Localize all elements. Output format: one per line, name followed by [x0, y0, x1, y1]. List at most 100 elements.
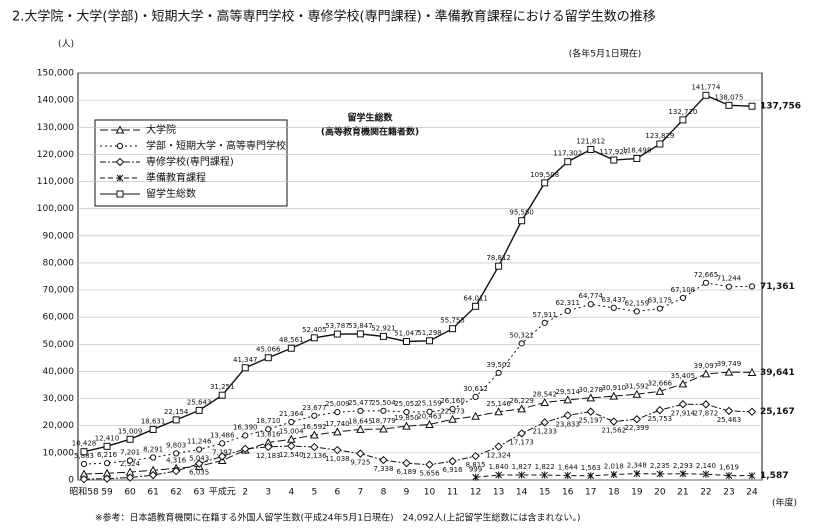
data-label: 1,840 — [489, 463, 509, 471]
data-label: 7,201 — [120, 448, 140, 456]
data-label: 18,631 — [141, 417, 166, 425]
data-label: 55,755 — [440, 317, 465, 325]
data-label: 26,160 — [440, 397, 465, 405]
data-point — [701, 400, 711, 409]
data-label: 117,302 — [553, 150, 582, 158]
data-point — [126, 457, 134, 464]
x-tick-label: 20 — [654, 488, 666, 498]
data-label: 4,316 — [166, 456, 187, 464]
data-point — [702, 279, 710, 286]
data-label: 30,278 — [579, 386, 604, 394]
data-label: 6,035 — [189, 469, 209, 477]
data-label: 21,233 — [532, 427, 557, 435]
data-point — [449, 405, 456, 413]
data-point — [402, 459, 411, 468]
data-point — [563, 411, 572, 420]
subtitle: (各年5月1日現在) — [569, 48, 641, 60]
data-label: 71,361 — [760, 282, 795, 292]
data-point — [563, 395, 573, 404]
data-label: 2,140 — [696, 462, 716, 470]
x-tick-label: 59 — [101, 488, 113, 498]
data-point — [472, 393, 479, 401]
x-tick-label: 6 — [335, 488, 341, 498]
x-tick-label: 24 — [746, 488, 758, 498]
y-tick-label: 140,000 — [37, 96, 74, 106]
data-point — [125, 473, 135, 482]
data-point — [80, 448, 88, 456]
x-tick-label: 9 — [404, 488, 410, 498]
data-label: 53,787 — [325, 322, 350, 330]
data-point — [219, 440, 226, 447]
data-label: 31,592 — [625, 382, 650, 390]
data-label: 51,298 — [417, 329, 442, 337]
data-label: 2,293 — [673, 462, 693, 470]
data-point — [656, 140, 664, 148]
y-tick-label: 20,000 — [43, 421, 75, 431]
x-tick-label: 60 — [124, 488, 136, 498]
data-point — [310, 334, 318, 342]
legend-marker — [116, 190, 124, 198]
x-tick-label: 18 — [608, 488, 620, 498]
legend-label: 専修学校(専門課程) — [146, 155, 234, 168]
data-label: 78,812 — [486, 254, 511, 262]
data-label: 2,018 — [604, 463, 624, 471]
legend-label: 学部・短期大学・高等専門学校 — [146, 139, 286, 152]
y-tick-label: 120,000 — [37, 150, 74, 160]
data-point — [541, 471, 549, 479]
data-point — [701, 369, 711, 378]
data-point — [448, 414, 457, 423]
data-label: 39,749 — [717, 360, 742, 368]
series-line — [83, 94, 753, 453]
data-label: 50,321 — [509, 331, 534, 339]
x-tick-label: 10 — [424, 488, 436, 498]
data-label: 1,563 — [581, 464, 601, 472]
data-point — [494, 407, 503, 416]
data-point — [678, 379, 688, 388]
data-point — [195, 406, 203, 414]
data-point — [356, 449, 365, 458]
data-label: 1,827 — [512, 463, 532, 471]
data-point — [218, 391, 226, 399]
data-point — [196, 446, 203, 453]
data-point — [564, 472, 572, 480]
data-label: 121,812 — [576, 137, 605, 145]
data-point — [633, 470, 641, 478]
data-point — [748, 472, 756, 480]
data-point — [217, 452, 227, 461]
data-label: 6,216 — [97, 451, 118, 459]
data-label: 132,720 — [668, 108, 697, 116]
data-label: 22,154 — [164, 408, 189, 416]
data-label: 51,047 — [394, 329, 419, 337]
data-point — [656, 305, 663, 312]
chart-title: 2.大学院・大学(学部)・短期大学・高等専門学校・専修学校(専門課程)・準備教育… — [12, 9, 656, 25]
data-label: 27,872 — [694, 409, 719, 417]
x-tick-label: 昭和58 — [69, 487, 99, 498]
data-point — [495, 262, 503, 270]
data-point — [679, 294, 686, 302]
data-label: 63,175 — [648, 297, 673, 305]
data-point — [379, 455, 388, 465]
data-label: 39,502 — [486, 361, 511, 369]
data-label: 12,540 — [279, 451, 304, 459]
data-label: 21,364 — [279, 410, 304, 418]
data-point — [517, 404, 526, 413]
x-tick-label: 12 — [470, 488, 481, 498]
data-point — [425, 460, 434, 469]
data-label: 25,643 — [187, 398, 212, 406]
data-label: 8,815 — [466, 461, 486, 469]
data-label: 31,251 — [210, 383, 235, 391]
data-label: 25,009 — [325, 400, 350, 408]
data-point — [102, 474, 112, 483]
data-label: 10,428 — [72, 440, 97, 448]
data-point — [724, 406, 734, 416]
data-point — [725, 101, 733, 109]
data-point — [310, 430, 319, 439]
data-point — [610, 471, 618, 479]
data-point — [679, 116, 687, 124]
data-label: 57,911 — [532, 311, 557, 319]
data-label: 15,004 — [279, 427, 304, 435]
data-point — [471, 411, 480, 420]
data-label: 16,390 — [233, 424, 258, 432]
legend-box — [94, 119, 288, 207]
legend-label: 留学生総数 — [146, 187, 196, 200]
